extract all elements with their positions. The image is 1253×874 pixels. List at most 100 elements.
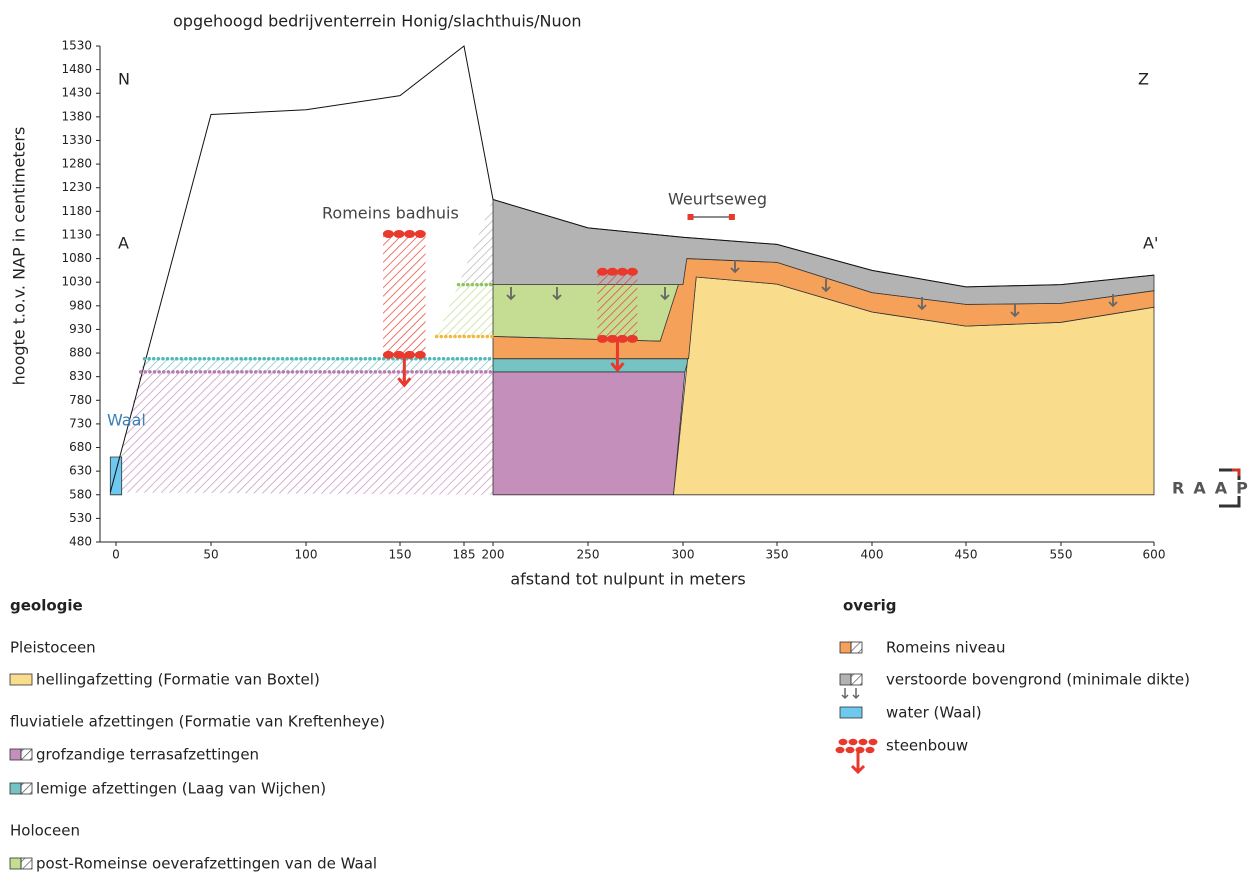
- layer: [493, 359, 689, 372]
- legend-swatch: [840, 674, 851, 685]
- hatched-layer: [141, 359, 493, 372]
- x-axis-label: afstand tot nulpunt in meters: [510, 570, 745, 589]
- x-tick-label: 100: [295, 548, 318, 562]
- y-tick-label: 1380: [61, 109, 92, 123]
- legend-swatch-hatch: [21, 858, 32, 869]
- y-tick-label: 880: [69, 346, 92, 360]
- y-tick-label: 630: [69, 464, 92, 478]
- hatched-layer: [110, 372, 493, 495]
- layer: [493, 285, 683, 342]
- y-tick-label: 1080: [61, 251, 92, 265]
- steenbouw-stone: [383, 230, 394, 238]
- legend-arrow: [853, 688, 859, 698]
- y-tick-label: 730: [69, 416, 92, 430]
- steenbouw-stone: [415, 230, 426, 238]
- legend-swatch-hatch: [21, 783, 32, 794]
- legend-swatch: [840, 707, 862, 718]
- x-tick-label: 300: [672, 548, 695, 562]
- steenbouw-stone: [627, 335, 638, 343]
- x-tick-label: 185: [453, 548, 476, 562]
- chart-title: opgehoogd bedrijventerrein Honig/slachth…: [173, 12, 582, 31]
- legend-title: overig: [843, 597, 897, 615]
- y-tick-label: 1180: [61, 204, 92, 218]
- label-north: N: [118, 70, 130, 89]
- steenbouw-stone: [415, 351, 426, 359]
- steenbouw-stone: [617, 268, 628, 276]
- road-end: [729, 214, 735, 220]
- label-waal: Waal: [107, 411, 146, 430]
- legend-stone: [866, 747, 875, 753]
- legend-swatch: [10, 749, 21, 760]
- y-tick-label: 1430: [61, 86, 92, 100]
- y-tick-label: 1030: [61, 275, 92, 289]
- steenbouw-area: [383, 234, 426, 355]
- logo: RAAP: [1172, 470, 1253, 506]
- hatched-layer: [437, 285, 493, 337]
- label-a-prime: A': [1143, 234, 1158, 253]
- legend-entry: water (Waal): [886, 704, 982, 722]
- y-tick-label: 930: [69, 322, 92, 336]
- legend-entry: hellingafzetting (Formatie van Boxtel): [36, 671, 320, 689]
- x-tick-label: 550: [1050, 548, 1073, 562]
- y-tick-label: 980: [69, 298, 92, 312]
- legend-arrow: [842, 688, 848, 698]
- legend-entry: steenbouw: [886, 737, 968, 755]
- legend-stone: [849, 739, 858, 745]
- steenbouw-stone: [383, 351, 394, 359]
- label-a: A: [118, 234, 129, 253]
- y-tick-label: 1130: [61, 227, 92, 241]
- layer: [110, 457, 121, 495]
- x-tick-label: 0: [112, 548, 120, 562]
- x-tick-label: 50: [203, 548, 218, 562]
- y-tick-label: 530: [69, 511, 92, 525]
- legend-entry: Romeins niveau: [886, 639, 1006, 657]
- y-tick-label: 580: [69, 487, 92, 501]
- legend-entry: lemige afzettingen (Laag van Wijchen): [36, 780, 326, 798]
- steenbouw-stone: [627, 268, 638, 276]
- steenbouw-stone: [394, 230, 405, 238]
- y-tick-label: 780: [69, 393, 92, 407]
- label-weg: Weurtseweg: [668, 190, 767, 209]
- y-tick-label: 680: [69, 440, 92, 454]
- legend: geologie Pleistoceen hellingafzetting (For…: [10, 597, 1190, 873]
- x-tick-label: 450: [955, 548, 978, 562]
- steenbouw-stone: [404, 230, 415, 238]
- x-tick-label: 400: [861, 548, 884, 562]
- y-tick-label: 1480: [61, 62, 92, 76]
- y-tick-label: 1280: [61, 157, 92, 171]
- legend-stone: [859, 739, 868, 745]
- legend-swatch: [840, 642, 851, 653]
- legend-entry: Holoceen: [10, 822, 80, 840]
- logo-accent: [1232, 470, 1239, 476]
- steenbouw-stone: [597, 268, 608, 276]
- x-tick-label: 200: [482, 548, 505, 562]
- y-tick-label: 830: [69, 369, 92, 383]
- legend-title: geologie: [10, 597, 83, 615]
- x-tick-label: 600: [1143, 548, 1166, 562]
- legend-entry: post-Romeinse oeverafzettingen van de Wa…: [36, 855, 377, 873]
- y-tick-label: 1330: [61, 133, 92, 147]
- steenbouw-stone: [597, 335, 608, 343]
- legend-steenbouw-arrow: [852, 752, 864, 772]
- chart: opgehoogd bedrijventerrein Honig/slachth…: [0, 0, 1253, 874]
- steenbouw-area: [598, 272, 638, 339]
- legend-swatch: [10, 674, 32, 685]
- legend-entry: fluviatiele afzettingen (Formatie van Kr…: [10, 713, 385, 731]
- label-badhuis: Romeins badhuis: [322, 204, 459, 223]
- legend-entry: verstoorde bovengrond (minimale dikte): [886, 671, 1190, 689]
- x-tick-label: 150: [389, 548, 412, 562]
- y-tick-label: 1530: [61, 39, 92, 53]
- legend-stone: [846, 747, 855, 753]
- legend-swatch: [10, 783, 21, 794]
- legend-entry: Pleistoceen: [10, 639, 96, 657]
- legend-stone: [839, 739, 848, 745]
- y-tick-label: 480: [69, 535, 92, 549]
- x-tick-label: 250: [577, 548, 600, 562]
- plot: 480 530 580 630 680 730 780 830 880 930 980 1030 108…: [61, 39, 1165, 562]
- x-tick-label: 350: [766, 548, 789, 562]
- logo-text: RAAP: [1172, 479, 1253, 498]
- layer: [493, 372, 685, 495]
- legend-swatch-hatch: [851, 642, 862, 653]
- steenbouw-stone: [607, 268, 618, 276]
- legend-swatch-hatch: [851, 674, 862, 685]
